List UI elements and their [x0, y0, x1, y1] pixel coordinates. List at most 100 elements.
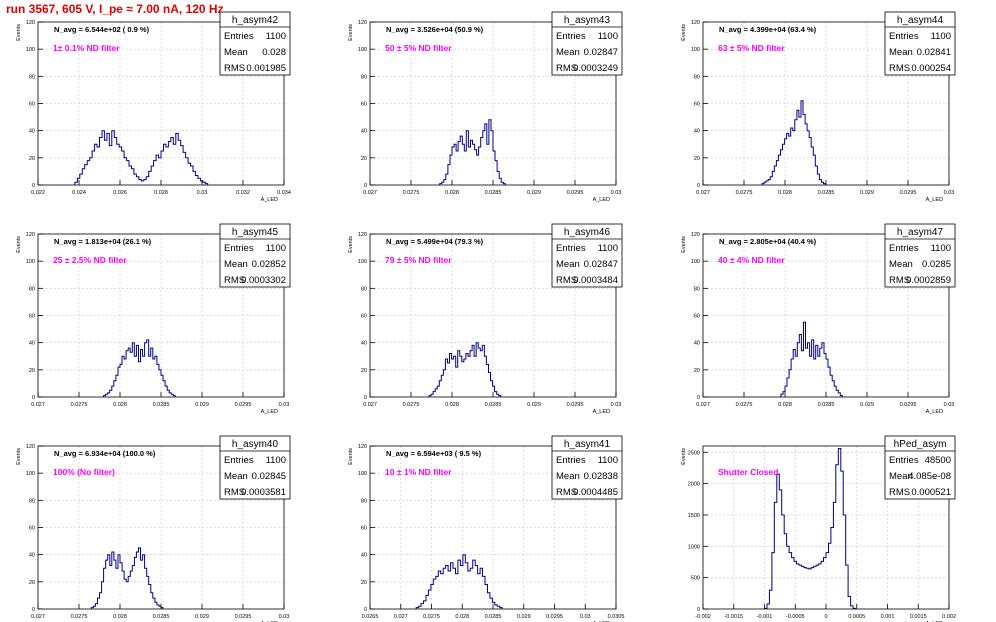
stats-label: Entries	[556, 243, 586, 254]
stats-label: Entries	[556, 455, 586, 466]
stats-label: Entries	[224, 31, 254, 42]
y-tick-label: 60	[29, 314, 35, 320]
stats-box	[219, 435, 291, 500]
y-tick-label: 20	[361, 368, 367, 374]
x-tick-label: 0.028	[778, 402, 792, 408]
y-tick-label: 500	[691, 576, 700, 582]
stats-title: h_asym47	[897, 227, 944, 238]
stats-box	[219, 11, 291, 76]
filter-label: 100% (No filter)	[53, 467, 115, 477]
x-axis-label: A_LED	[261, 197, 278, 203]
stats-label: RMS	[556, 275, 577, 286]
x-tick-label: 0.026	[113, 190, 127, 196]
x-tick-label: 0.027	[696, 402, 710, 408]
y-tick-label: 80	[29, 286, 35, 292]
y-tick-label: 100	[358, 259, 367, 265]
x-tick-label: 0.029	[527, 402, 541, 408]
y-tick-label: 80	[694, 74, 700, 80]
x-tick-label: 0.002	[942, 614, 956, 620]
histogram-panel-h_asym41: 0.0265 0.027 0.0275 0.028 0.0285 0.029 0.0295 0…	[348, 435, 625, 622]
y-axis-label: Events	[16, 24, 22, 41]
x-tick-label: 0.03	[944, 402, 955, 408]
y-axis-label: Events	[348, 24, 354, 41]
y-tick-label: 0	[364, 395, 367, 401]
histogram-line	[764, 448, 856, 609]
y-tick-label: 40	[361, 129, 367, 135]
stats-box	[551, 11, 623, 76]
stats-label: Mean	[224, 47, 248, 58]
navg-label: N_avg = 2.805e+04 (40.4 %)	[719, 237, 817, 246]
y-tick-label: 80	[29, 498, 35, 504]
stats-label: Mean	[889, 471, 913, 482]
x-tick-label: 0.022	[31, 190, 45, 196]
y-tick-label: 1500	[688, 513, 700, 519]
x-tick-label: 0.0285	[153, 402, 170, 408]
stats-value: 0.0003249	[573, 63, 618, 74]
stats-value: 0.0003484	[573, 275, 618, 286]
stats-label: Entries	[556, 31, 586, 42]
y-tick-label: 40	[361, 341, 367, 347]
y-tick-label: 60	[694, 314, 700, 320]
x-tick-label: 0.028	[445, 190, 459, 196]
x-tick-label: 0.0015	[910, 614, 927, 620]
y-tick-label: 40	[29, 129, 35, 135]
x-tick-label: 0.027	[696, 190, 710, 196]
y-tick-label: 80	[29, 74, 35, 80]
stats-label: Entries	[224, 243, 254, 254]
stats-title: h_asym42	[232, 15, 279, 26]
y-tick-label: 20	[361, 580, 367, 586]
navg-label: N_avg = 6.594e+03 ( 9.5 %)	[386, 449, 482, 458]
y-tick-label: 100	[691, 259, 700, 265]
x-tick-label: 0.0305	[608, 614, 625, 620]
x-tick-label: 0.027	[394, 614, 408, 620]
y-tick-label: 2500	[688, 450, 700, 456]
stats-value: 0.0003581	[241, 487, 286, 498]
filter-label: 25 ± 2.5% ND filter	[53, 255, 127, 265]
stats-title: h_asym43	[564, 15, 611, 26]
y-tick-label: 40	[694, 129, 700, 135]
stats-value: 1100	[598, 455, 618, 466]
y-tick-label: 60	[694, 102, 700, 108]
x-tick-label: 0.028	[455, 614, 469, 620]
stats-value: 1100	[931, 31, 951, 42]
x-tick-label: 0.001	[881, 614, 895, 620]
navg-label: N_avg = 6.934e+04 (100.0 %)	[54, 449, 156, 458]
stats-value: 0.02838	[584, 471, 618, 482]
y-tick-label: 60	[361, 526, 367, 532]
y-tick-label: 40	[29, 341, 35, 347]
x-tick-label: 0.0285	[153, 614, 170, 620]
histogram-line	[74, 130, 209, 185]
y-axis-label: Events	[16, 448, 22, 465]
y-tick-label: 20	[361, 156, 367, 162]
histogram-line	[761, 100, 827, 185]
y-tick-label: 20	[694, 368, 700, 374]
y-tick-label: 80	[361, 286, 367, 292]
y-axis-label: Events	[348, 236, 354, 253]
x-tick-label: 0.028	[113, 614, 127, 620]
histogram-line	[439, 119, 506, 185]
stats-label: RMS	[556, 63, 577, 74]
stats-label: RMS	[224, 63, 245, 74]
stats-title: h_asym44	[897, 15, 944, 26]
stats-value: 0.0003302	[241, 275, 286, 286]
x-tick-label: 0.024	[72, 190, 86, 196]
y-tick-label: 20	[29, 580, 35, 586]
x-tick-label: 0.03	[611, 402, 622, 408]
x-tick-label: 0.0285	[818, 190, 835, 196]
y-tick-label: 40	[694, 341, 700, 347]
x-tick-label: 0.0295	[900, 402, 917, 408]
x-tick-label: 0.0295	[900, 190, 917, 196]
stats-label: Mean	[889, 47, 913, 58]
y-tick-label: 0	[697, 183, 700, 189]
x-tick-label: 0.0285	[818, 402, 835, 408]
filter-label: 40 ± 4% ND filter	[718, 255, 785, 265]
y-tick-label: 40	[29, 553, 35, 559]
x-tick-label: 0.03	[279, 614, 290, 620]
stats-label: Entries	[889, 31, 919, 42]
y-tick-label: 100	[26, 259, 35, 265]
x-tick-label: 0.028	[445, 402, 459, 408]
x-tick-label: 0.0295	[567, 402, 584, 408]
stats-label: Entries	[889, 243, 919, 254]
x-tick-label: 0.0295	[567, 190, 584, 196]
stats-value: 1100	[266, 31, 286, 42]
